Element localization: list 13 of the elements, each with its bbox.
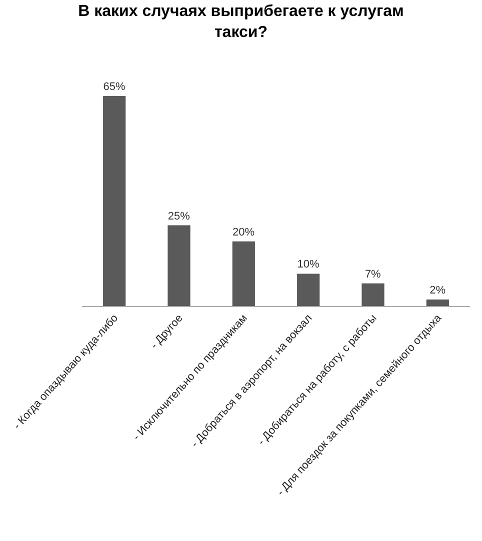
data-label: 25% — [168, 210, 190, 222]
bar — [297, 274, 320, 306]
chart-title: В каких случаях выприбегаете к услугам такси? — [78, 3, 404, 42]
bar — [103, 96, 126, 306]
data-label: 65% — [103, 81, 126, 94]
data-label: 20% — [232, 226, 255, 238]
bar — [362, 283, 384, 306]
bar — [232, 241, 255, 306]
bar — [168, 225, 190, 306]
bar — [426, 300, 449, 306]
data-label: 2% — [430, 284, 446, 297]
data-label: 7% — [364, 268, 382, 280]
data-label: 10% — [297, 258, 320, 271]
